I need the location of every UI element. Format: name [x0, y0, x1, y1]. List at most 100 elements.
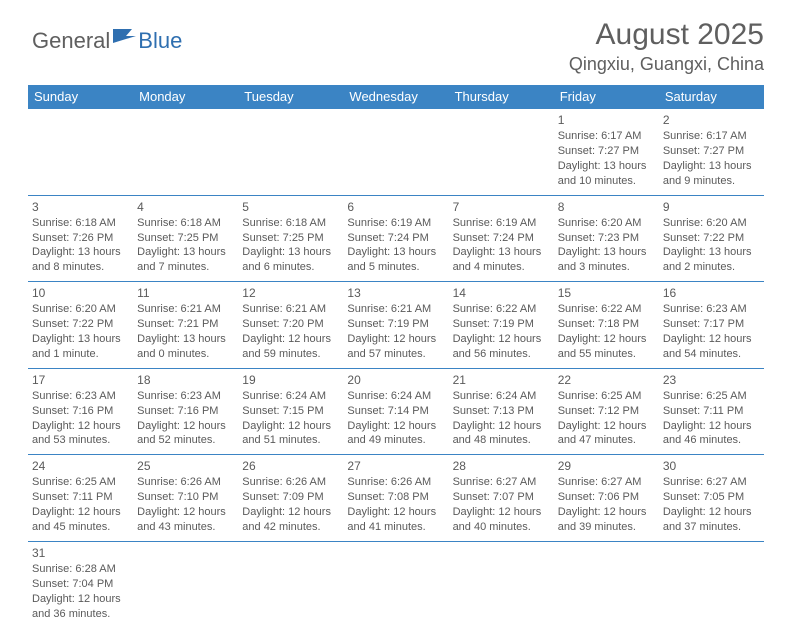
sunset-text: Sunset: 7:11 PM [663, 404, 760, 419]
sunset-text: Sunset: 7:27 PM [663, 144, 760, 159]
sunrise-text: Sunrise: 6:19 AM [347, 216, 444, 231]
sunset-text: Sunset: 7:20 PM [242, 317, 339, 332]
daylight-text: Daylight: 12 hours and 52 minutes. [137, 419, 234, 449]
empty-cell [659, 541, 764, 627]
sunrise-text: Sunrise: 6:21 AM [242, 302, 339, 317]
day-number: 11 [137, 285, 234, 301]
sunrise-text: Sunrise: 6:17 AM [663, 129, 760, 144]
sunrise-text: Sunrise: 6:21 AM [347, 302, 444, 317]
day-cell: 19Sunrise: 6:24 AMSunset: 7:15 PMDayligh… [238, 368, 343, 455]
daylight-text: Daylight: 12 hours and 55 minutes. [558, 332, 655, 362]
sunrise-text: Sunrise: 6:23 AM [137, 389, 234, 404]
sunrise-text: Sunrise: 6:18 AM [32, 216, 129, 231]
week-row: 1Sunrise: 6:17 AMSunset: 7:27 PMDaylight… [28, 109, 764, 196]
day-cell: 26Sunrise: 6:26 AMSunset: 7:09 PMDayligh… [238, 455, 343, 542]
daylight-text: Daylight: 13 hours and 5 minutes. [347, 245, 444, 275]
day-cell: 8Sunrise: 6:20 AMSunset: 7:23 PMDaylight… [554, 195, 659, 282]
daylight-text: Daylight: 13 hours and 7 minutes. [137, 245, 234, 275]
sunset-text: Sunset: 7:15 PM [242, 404, 339, 419]
sunrise-text: Sunrise: 6:20 AM [663, 216, 760, 231]
day-number: 30 [663, 458, 760, 474]
week-row: 24Sunrise: 6:25 AMSunset: 7:11 PMDayligh… [28, 455, 764, 542]
sunrise-text: Sunrise: 6:20 AM [558, 216, 655, 231]
sunrise-text: Sunrise: 6:18 AM [242, 216, 339, 231]
day-number: 29 [558, 458, 655, 474]
sunset-text: Sunset: 7:13 PM [453, 404, 550, 419]
day-number: 10 [32, 285, 129, 301]
day-number: 2 [663, 112, 760, 128]
daylight-text: Daylight: 13 hours and 1 minute. [32, 332, 129, 362]
sunrise-text: Sunrise: 6:24 AM [242, 389, 339, 404]
day-cell: 15Sunrise: 6:22 AMSunset: 7:18 PMDayligh… [554, 282, 659, 369]
day-cell: 31Sunrise: 6:28 AMSunset: 7:04 PMDayligh… [28, 541, 133, 627]
daylight-text: Daylight: 12 hours and 41 minutes. [347, 505, 444, 535]
day-number: 22 [558, 372, 655, 388]
sunrise-text: Sunrise: 6:25 AM [32, 475, 129, 490]
sunset-text: Sunset: 7:16 PM [137, 404, 234, 419]
sunset-text: Sunset: 7:24 PM [347, 231, 444, 246]
day-number: 14 [453, 285, 550, 301]
sunset-text: Sunset: 7:04 PM [32, 577, 129, 592]
day-number: 8 [558, 199, 655, 215]
sunset-text: Sunset: 7:05 PM [663, 490, 760, 505]
week-row: 3Sunrise: 6:18 AMSunset: 7:26 PMDaylight… [28, 195, 764, 282]
day-cell: 29Sunrise: 6:27 AMSunset: 7:06 PMDayligh… [554, 455, 659, 542]
day-cell: 14Sunrise: 6:22 AMSunset: 7:19 PMDayligh… [449, 282, 554, 369]
daylight-text: Daylight: 12 hours and 59 minutes. [242, 332, 339, 362]
day-cell: 18Sunrise: 6:23 AMSunset: 7:16 PMDayligh… [133, 368, 238, 455]
sunset-text: Sunset: 7:06 PM [558, 490, 655, 505]
day-number: 15 [558, 285, 655, 301]
day-cell: 3Sunrise: 6:18 AMSunset: 7:26 PMDaylight… [28, 195, 133, 282]
day-cell: 30Sunrise: 6:27 AMSunset: 7:05 PMDayligh… [659, 455, 764, 542]
day-number: 26 [242, 458, 339, 474]
sunrise-text: Sunrise: 6:25 AM [663, 389, 760, 404]
day-cell: 28Sunrise: 6:27 AMSunset: 7:07 PMDayligh… [449, 455, 554, 542]
empty-cell [449, 109, 554, 196]
sunset-text: Sunset: 7:16 PM [32, 404, 129, 419]
day-number: 18 [137, 372, 234, 388]
sunrise-text: Sunrise: 6:22 AM [453, 302, 550, 317]
day-cell: 11Sunrise: 6:21 AMSunset: 7:21 PMDayligh… [133, 282, 238, 369]
day-header: Monday [133, 85, 238, 109]
day-cell: 21Sunrise: 6:24 AMSunset: 7:13 PMDayligh… [449, 368, 554, 455]
sunset-text: Sunset: 7:25 PM [137, 231, 234, 246]
day-header: Thursday [449, 85, 554, 109]
flag-icon [112, 28, 138, 46]
daylight-text: Daylight: 13 hours and 10 minutes. [558, 159, 655, 189]
daylight-text: Daylight: 13 hours and 9 minutes. [663, 159, 760, 189]
sunrise-text: Sunrise: 6:22 AM [558, 302, 655, 317]
day-cell: 22Sunrise: 6:25 AMSunset: 7:12 PMDayligh… [554, 368, 659, 455]
day-header: Wednesday [343, 85, 448, 109]
sunrise-text: Sunrise: 6:26 AM [347, 475, 444, 490]
empty-cell [343, 109, 448, 196]
sunrise-text: Sunrise: 6:19 AM [453, 216, 550, 231]
day-number: 12 [242, 285, 339, 301]
sunset-text: Sunset: 7:23 PM [558, 231, 655, 246]
empty-cell [238, 541, 343, 627]
day-number: 21 [453, 372, 550, 388]
day-cell: 10Sunrise: 6:20 AMSunset: 7:22 PMDayligh… [28, 282, 133, 369]
sunset-text: Sunset: 7:21 PM [137, 317, 234, 332]
day-cell: 4Sunrise: 6:18 AMSunset: 7:25 PMDaylight… [133, 195, 238, 282]
week-row: 17Sunrise: 6:23 AMSunset: 7:16 PMDayligh… [28, 368, 764, 455]
sunrise-text: Sunrise: 6:17 AM [558, 129, 655, 144]
sunrise-text: Sunrise: 6:26 AM [137, 475, 234, 490]
sunrise-text: Sunrise: 6:25 AM [558, 389, 655, 404]
daylight-text: Daylight: 13 hours and 6 minutes. [242, 245, 339, 275]
sunset-text: Sunset: 7:07 PM [453, 490, 550, 505]
sunset-text: Sunset: 7:10 PM [137, 490, 234, 505]
daylight-text: Daylight: 12 hours and 40 minutes. [453, 505, 550, 535]
day-header: Sunday [28, 85, 133, 109]
day-header-row: SundayMondayTuesdayWednesdayThursdayFrid… [28, 85, 764, 109]
sunset-text: Sunset: 7:12 PM [558, 404, 655, 419]
daylight-text: Daylight: 12 hours and 51 minutes. [242, 419, 339, 449]
sunrise-text: Sunrise: 6:24 AM [453, 389, 550, 404]
day-number: 28 [453, 458, 550, 474]
empty-cell [133, 541, 238, 627]
sunset-text: Sunset: 7:22 PM [32, 317, 129, 332]
daylight-text: Daylight: 12 hours and 45 minutes. [32, 505, 129, 535]
sunrise-text: Sunrise: 6:24 AM [347, 389, 444, 404]
calendar-table: SundayMondayTuesdayWednesdayThursdayFrid… [28, 85, 764, 627]
daylight-text: Daylight: 12 hours and 54 minutes. [663, 332, 760, 362]
sunrise-text: Sunrise: 6:27 AM [453, 475, 550, 490]
